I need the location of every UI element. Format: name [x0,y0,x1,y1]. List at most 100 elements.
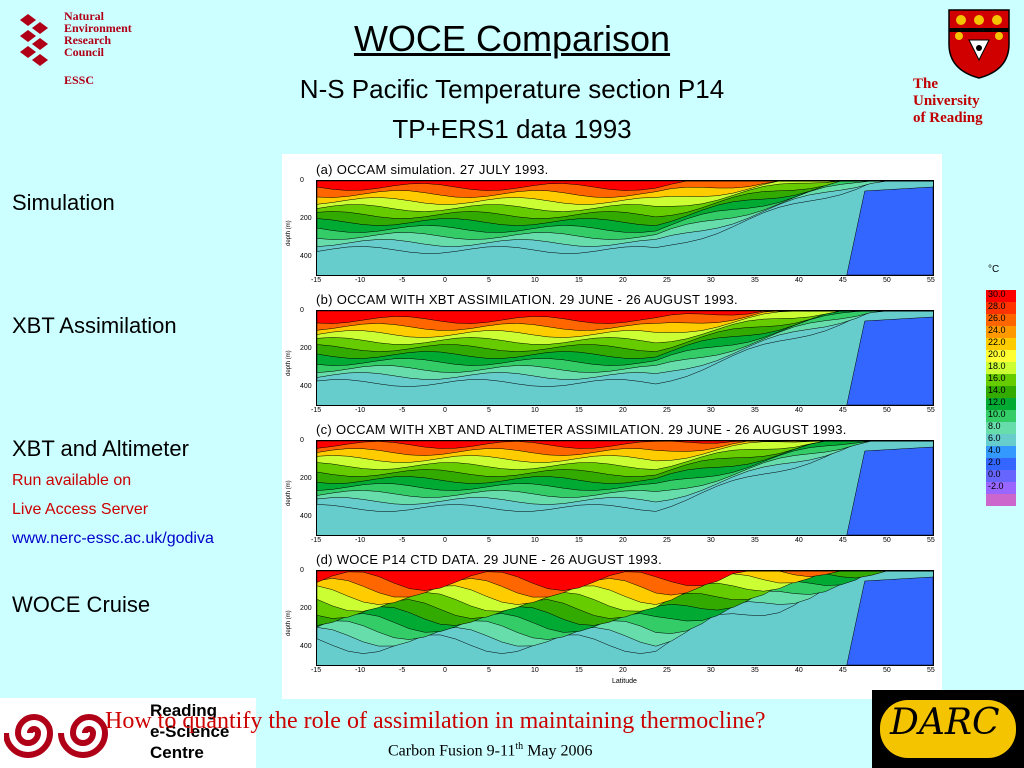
y-tick-label: 200 [300,345,312,352]
darc-badge-icon [880,700,1016,758]
x-tick-label: -15 [311,277,322,284]
x-tick-label: 0 [443,667,447,674]
colorbar-label: 6.0 [988,433,1001,443]
event-sup: th [515,741,524,752]
x-tick-label: 55 [927,537,935,544]
y-axis-label: depth (m) [286,350,292,376]
nerc-line: Natural [64,9,104,23]
colorbar-label: 0.0 [988,469,1001,479]
x-tick-label: 0 [443,537,447,544]
x-tick-label: 45 [839,667,847,674]
x-tick-label: 50 [883,667,891,674]
event-prefix: Carbon Fusion 9-11 [388,742,516,760]
nerc-emblem-icon [20,14,48,66]
page-subtitle-2: TP+ERS1 data 1993 [392,114,632,144]
rec-line: Centre [150,743,204,762]
colorbar-swatch [986,470,1016,482]
y-tick-label: 400 [300,383,312,390]
colorbar-label: 26.0 [988,313,1006,323]
x-tick-label: -5 [399,277,406,284]
panel-title: (b) OCCAM WITH XBT ASSIMILATION. 29 JUNE… [316,292,738,307]
x-tick-label: -15 [311,667,322,674]
nerc-line: Research [64,33,112,47]
darc-logo: DARC [872,690,1024,768]
research-question: How to quantify the role of assimilation… [105,708,766,734]
event-footer: Carbon Fusion 9-11th May 2006 [388,741,593,760]
colorbar-label: -2.0 [988,481,1004,491]
colorbar-label: 20.0 [988,349,1006,359]
label-live-access-server: Live Access Server [12,501,149,518]
x-tick-label: 55 [927,667,935,674]
y-tick-label: 0 [300,567,304,574]
temperature-section-plot [316,440,934,536]
colorbar-swatch [986,398,1016,410]
x-tick-label: 10 [531,667,539,674]
x-tick-label: 15 [575,537,583,544]
colorbar-swatch [986,386,1016,398]
x-tick-label: 30 [707,667,715,674]
x-tick-label: 10 [531,277,539,284]
x-tick-label: 40 [795,537,803,544]
colorbar-swatch [986,314,1016,326]
x-tick-label: 0 [443,277,447,284]
colorbar-unit: °C [988,264,1000,275]
temperature-band [317,441,933,449]
event-suffix: May 2006 [523,742,593,760]
colorbar-swatch [986,338,1016,350]
colorbar-swatch [986,446,1016,458]
godiva-link[interactable]: www.nerc-essc.ac.uk/godiva [12,530,214,547]
darc-text: DARC [890,702,1000,743]
colorbar-label: 14.0 [988,385,1006,395]
panel-title: (c) OCCAM WITH XBT AND ALTIMETER ASSIMIL… [316,422,847,437]
x-tick-label: 35 [751,407,759,414]
y-axis-label: depth (m) [286,610,292,636]
page-subtitle-1: N-S Pacific Temperature section P14 [299,74,725,104]
colorbar-label: 10.0 [988,409,1006,419]
x-tick-label: 25 [663,537,671,544]
temperature-band [317,571,933,598]
temperature-section-plot [316,570,934,666]
x-tick-label: -10 [355,537,366,544]
university-of-reading-logo: The University of Reading [905,8,1020,133]
x-tick-label: 55 [927,407,935,414]
colorbar-label: 28.0 [988,301,1006,311]
x-tick-label: 30 [707,407,715,414]
colorbar-swatch [986,494,1016,506]
uor-crest-icon [948,9,1010,79]
temperature-section-plot [316,180,934,276]
uor-line: University [913,93,980,109]
label-xbt-assimilation: XBT Assimilation [12,313,177,338]
uor-line: of Reading [913,110,983,126]
y-axis-label: depth (m) [286,220,292,246]
cold-water-region [846,186,933,275]
x-tick-label: 40 [795,407,803,414]
colorbar-label: 2.0 [988,457,1001,467]
x-tick-label: 50 [883,277,891,284]
x-tick-label: -5 [399,667,406,674]
x-tick-label: 35 [751,667,759,674]
nerc-tag: ESSC [64,73,95,87]
label-xbt-altimeter: XBT and Altimeter [12,436,189,461]
y-tick-label: 0 [300,437,304,444]
x-tick-label: 20 [619,407,627,414]
temperature-section-plot [316,310,934,406]
cold-water-region [846,316,933,405]
colorbar-label: 22.0 [988,337,1006,347]
colorbar-swatch [986,362,1016,374]
colorbar-swatch [986,302,1016,314]
temperature-section-figure: (a) OCCAM simulation. 27 JULY 1993. 0 200 4… [282,154,942,699]
x-tick-label: 45 [839,407,847,414]
x-tick-label: 15 [575,277,583,284]
x-tick-label: 50 [883,537,891,544]
label-run-available: Run available on [12,472,132,489]
colorbar-swatch [986,422,1016,434]
x-tick-label: -10 [355,277,366,284]
colorbar-label: 16.0 [988,373,1006,383]
colorbar-label: 30.0 [988,289,1006,299]
colorbar-swatch [986,374,1016,386]
x-tick-label: 5 [487,537,491,544]
x-tick-label: 40 [795,667,803,674]
x-tick-label: 50 [883,407,891,414]
x-tick-label: 10 [531,537,539,544]
panel-title: (d) WOCE P14 CTD DATA. 29 JUNE - 26 AUGU… [316,552,662,567]
